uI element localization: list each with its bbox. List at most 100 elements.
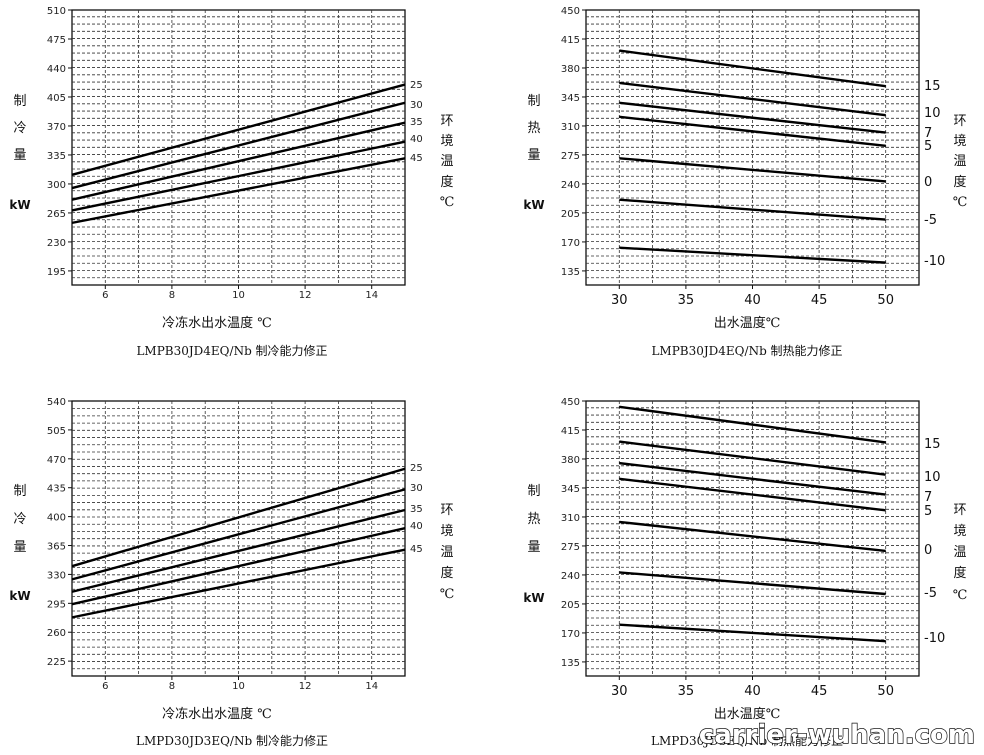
- y-tick-label: 135: [561, 267, 580, 278]
- y-tick-label: 230: [47, 238, 66, 249]
- series-label-10: 10: [924, 470, 941, 485]
- series-label-10: 10: [924, 106, 941, 121]
- series-line-0: [619, 157, 886, 183]
- series-label--10: -10: [924, 631, 945, 646]
- series-label-45: 45: [410, 153, 423, 164]
- y-tick-label: 205: [561, 600, 580, 611]
- legend-title-char: 境: [440, 134, 453, 149]
- chart-caption: LMPD30JD3EQ/Nb 制热能力修正: [651, 733, 843, 748]
- y-tick-label: 380: [561, 455, 580, 466]
- y-tick-label: 295: [47, 599, 66, 610]
- legend-title-char: 环: [440, 114, 453, 129]
- legend-title-char: ℃: [440, 587, 455, 602]
- series-line-7: [619, 101, 886, 134]
- legend-title-char: ℃: [953, 588, 968, 603]
- y-axis-unit: kW: [523, 591, 544, 605]
- legend-title-char: 温: [440, 154, 453, 169]
- y-axis-unit: kW: [9, 589, 30, 603]
- x-tick-label: 35: [678, 293, 695, 308]
- y-tick-label: 330: [47, 570, 66, 581]
- x-tick-label: 50: [877, 293, 894, 308]
- y-axis-label-char: 制: [527, 94, 540, 109]
- y-axis-label-char: 量: [13, 148, 26, 163]
- series-label-40: 40: [410, 134, 423, 145]
- series-label-25: 25: [410, 80, 423, 91]
- x-tick-label: 40: [744, 684, 761, 699]
- series-label-5: 5: [924, 139, 932, 154]
- chart-3: 225 260 295 330 365 400 435 470 505 540 6 8 10 12 14 制冷…: [9, 397, 454, 748]
- series-label-0: 0: [924, 175, 932, 190]
- x-tick-label: 10: [232, 290, 245, 301]
- x-tick-label: 8: [169, 681, 175, 692]
- y-tick-label: 170: [561, 238, 580, 249]
- series-label-15: 15: [924, 79, 941, 94]
- series-line-15: [619, 405, 886, 444]
- y-tick-label: 275: [561, 151, 580, 162]
- series-line-35: [71, 508, 406, 593]
- series-line-10: [619, 440, 886, 476]
- x-tick-label: 12: [299, 290, 312, 301]
- y-tick-label: 310: [561, 513, 580, 524]
- legend-title-char: 度: [440, 565, 453, 581]
- y-tick-label: 380: [561, 64, 580, 75]
- legend-title-char: 环: [953, 114, 966, 129]
- series-label--10: -10: [924, 254, 945, 269]
- legend-title-char: 境: [953, 134, 966, 149]
- y-tick-label: 240: [561, 571, 580, 582]
- y-axis-unit: kW: [9, 198, 30, 212]
- series-label-7: 7: [924, 490, 932, 505]
- y-tick-label: 540: [47, 397, 66, 408]
- y-tick-label: 435: [47, 484, 66, 495]
- y-axis-label-char: 量: [527, 148, 540, 163]
- y-tick-label: 345: [561, 484, 580, 495]
- series-line-0: [619, 520, 886, 553]
- y-tick-label: 225: [47, 657, 66, 668]
- x-tick-label: 40: [744, 293, 761, 308]
- x-tick-label: 14: [365, 290, 378, 301]
- series-label-5: 5: [924, 504, 932, 519]
- y-tick-label: 440: [47, 64, 66, 75]
- y-axis-label-char: 热: [527, 512, 540, 527]
- legend-title-char: 环: [953, 503, 966, 518]
- y-axis-label-char: 量: [13, 540, 26, 555]
- x-tick-label: 6: [102, 290, 108, 301]
- y-tick-label: 415: [561, 426, 580, 437]
- y-tick-label: 505: [47, 426, 66, 437]
- series-label-30: 30: [410, 100, 423, 111]
- x-tick-label: 45: [811, 293, 828, 308]
- legend-title-char: 境: [440, 524, 453, 539]
- legend-title-char: 度: [953, 565, 966, 581]
- x-tick-label: 45: [811, 684, 828, 699]
- legend-title-char: 温: [440, 545, 453, 560]
- series-label-45: 45: [410, 544, 423, 555]
- chart-1: 195 230 265 300 335 370 405 440 475 510 6 8 10 12 14 制冷…: [9, 6, 454, 358]
- y-axis-label-char: 制: [13, 94, 26, 109]
- series-line-25: [71, 467, 406, 568]
- series-line--5: [619, 571, 886, 596]
- series-label-40: 40: [410, 521, 423, 532]
- y-tick-label: 265: [47, 209, 66, 220]
- series-line-10: [619, 81, 886, 117]
- x-tick-label: 50: [877, 684, 894, 699]
- legend-title-char: ℃: [440, 195, 455, 210]
- y-axis-label-char: 制: [13, 484, 26, 499]
- y-tick-label: 275: [561, 542, 580, 553]
- y-tick-label: 370: [47, 122, 66, 133]
- series-label--5: -5: [924, 213, 937, 228]
- x-tick-label: 6: [102, 681, 108, 692]
- y-tick-label: 475: [47, 35, 66, 46]
- series-line-35: [71, 121, 406, 201]
- series-label--5: -5: [924, 586, 937, 601]
- y-tick-label: 450: [561, 6, 580, 17]
- y-tick-label: 195: [47, 267, 66, 278]
- x-axis-label: 出水温度℃: [714, 706, 781, 722]
- series-label-0: 0: [924, 543, 932, 558]
- series-line-15: [619, 49, 886, 88]
- series-line-45: [71, 548, 406, 619]
- series-label-35: 35: [410, 117, 423, 128]
- legend-title-char: 度: [440, 174, 453, 190]
- y-tick-label: 450: [561, 397, 580, 408]
